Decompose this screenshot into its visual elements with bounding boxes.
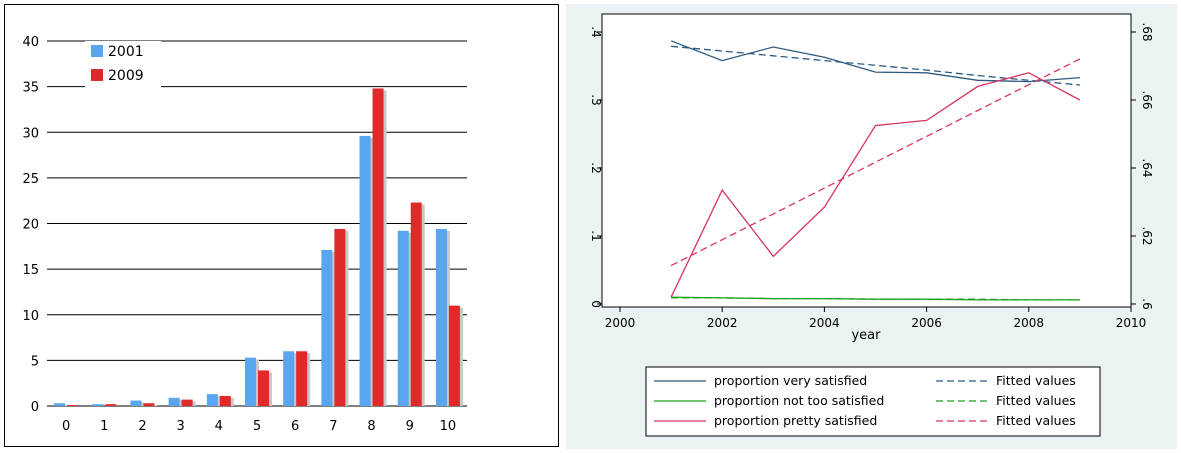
y-tick-label: 30 bbox=[22, 126, 39, 141]
series-line-Fitted-values bbox=[671, 297, 1080, 301]
legend-label: proportion very satisfied bbox=[714, 373, 867, 388]
x-tick-label: 9 bbox=[406, 419, 414, 434]
plot-area bbox=[601, 13, 1132, 308]
series-line-proportion-pretty-satisfied bbox=[670, 72, 1081, 298]
y-tick-label: 40 bbox=[22, 35, 39, 50]
bar-2009-9 bbox=[410, 202, 422, 406]
bar-2009-2 bbox=[143, 403, 155, 406]
bar-2009-8 bbox=[372, 88, 384, 406]
right-y-tick-label: .66 bbox=[1140, 90, 1154, 109]
x-tick-label: 0 bbox=[62, 419, 70, 434]
bar-2001-10 bbox=[435, 228, 447, 406]
x-tick-label: 3 bbox=[176, 419, 184, 434]
legend: proportion very satisfied Fitted values pr… bbox=[645, 366, 1101, 437]
legend-swatch-2009 bbox=[91, 69, 103, 81]
left-y-tick-label: .4 bbox=[589, 26, 603, 37]
bar-2009-10 bbox=[448, 305, 460, 406]
bar-2001-4 bbox=[206, 394, 218, 406]
legend-label: Fitted values bbox=[996, 393, 1076, 408]
x-tick-label: 2002 bbox=[707, 316, 738, 330]
x-tick-label: 2006 bbox=[911, 316, 942, 330]
y-tick-label: 5 bbox=[31, 354, 39, 369]
bar-chart-panel: 0 5 10 15 20 25 30 35 40 0 1 2 3 4 5 6 7 8 9 10 2001 2009 bbox=[4, 4, 559, 447]
right-y-tick-label: .68 bbox=[1140, 22, 1154, 41]
y-tick-label: 15 bbox=[22, 263, 39, 278]
bar-2001-9 bbox=[397, 230, 409, 406]
x-axis-label: year bbox=[851, 328, 881, 343]
x-tick-label: 8 bbox=[367, 419, 375, 434]
bar-2001-6 bbox=[283, 351, 295, 406]
legend-label: 2001 bbox=[108, 44, 144, 60]
legend-label: 2009 bbox=[108, 68, 144, 84]
x-tick-label: 4 bbox=[215, 419, 223, 434]
line-chart-panel: 0 .1 .2 .3 .4 .6 .62 .64 .66 .68 2000 2002 2004 2006 2… bbox=[566, 4, 1177, 449]
series-line-proportion-very-satisfied bbox=[670, 40, 1080, 83]
y-tick-label: 35 bbox=[22, 81, 39, 96]
bar-2001-1 bbox=[92, 404, 104, 406]
bar-2009-3 bbox=[181, 399, 193, 406]
legend-label: Fitted values bbox=[996, 413, 1076, 428]
left-y-tick-label: 0 bbox=[589, 300, 603, 308]
x-tick-label: 2008 bbox=[1014, 316, 1045, 330]
bar-2001-8 bbox=[359, 135, 371, 406]
y-tick-label: 20 bbox=[22, 218, 39, 233]
x-tick-label: 2000 bbox=[605, 316, 636, 330]
y-tick-label: 10 bbox=[22, 309, 39, 324]
bar-2009-4 bbox=[219, 395, 231, 406]
bar-2009-1 bbox=[105, 404, 117, 406]
y-tick-label: 0 bbox=[31, 400, 39, 415]
line-chart: 0 .1 .2 .3 .4 .6 .62 .64 .66 .68 2000 2002 2004 2006 2… bbox=[589, 13, 1154, 437]
x-tick-label: 2010 bbox=[1116, 316, 1147, 330]
x-tick-label: 2 bbox=[138, 419, 146, 434]
x-tick-label: 6 bbox=[291, 419, 299, 434]
legend-box bbox=[645, 366, 1101, 437]
right-y-tick-label: .64 bbox=[1140, 158, 1154, 177]
legend-label: proportion not too satisfied bbox=[714, 393, 884, 408]
x-tick-label: 1 bbox=[100, 419, 108, 434]
legend-swatch-2001 bbox=[91, 45, 103, 57]
bar-2001-7 bbox=[321, 249, 333, 406]
bar-2009-5 bbox=[258, 370, 269, 406]
bar-2001-3 bbox=[168, 397, 180, 406]
legend: 2001 2009 bbox=[85, 41, 161, 91]
series-line-Fitted-values bbox=[671, 45, 1080, 86]
bar-2001-0 bbox=[54, 403, 66, 406]
bar-2009-0 bbox=[67, 405, 79, 406]
x-tick-label: 5 bbox=[253, 419, 261, 434]
left-y-tick-label: .2 bbox=[589, 162, 603, 173]
y-tick-label: 25 bbox=[22, 172, 39, 187]
bar-2009-6 bbox=[296, 351, 308, 406]
bar-2009-7 bbox=[334, 228, 346, 406]
x-tick-label: 7 bbox=[329, 419, 337, 434]
x-tick-label: 10 bbox=[440, 419, 457, 434]
legend-label: proportion pretty satisfied bbox=[714, 413, 877, 428]
legend-label: Fitted values bbox=[996, 373, 1076, 388]
bar-chart: 0 5 10 15 20 25 30 35 40 0 1 2 3 4 5 6 7 8 9 10 2001 2009 bbox=[22, 35, 467, 434]
x-tick-label: 2004 bbox=[809, 316, 840, 330]
left-y-tick-label: .1 bbox=[589, 230, 603, 241]
bar-2001-5 bbox=[245, 357, 256, 406]
right-y-tick-label: .62 bbox=[1140, 226, 1154, 245]
left-y-tick-label: .3 bbox=[589, 94, 603, 105]
bar-2001-2 bbox=[130, 400, 142, 406]
right-y-tick-label: .6 bbox=[1140, 298, 1154, 309]
